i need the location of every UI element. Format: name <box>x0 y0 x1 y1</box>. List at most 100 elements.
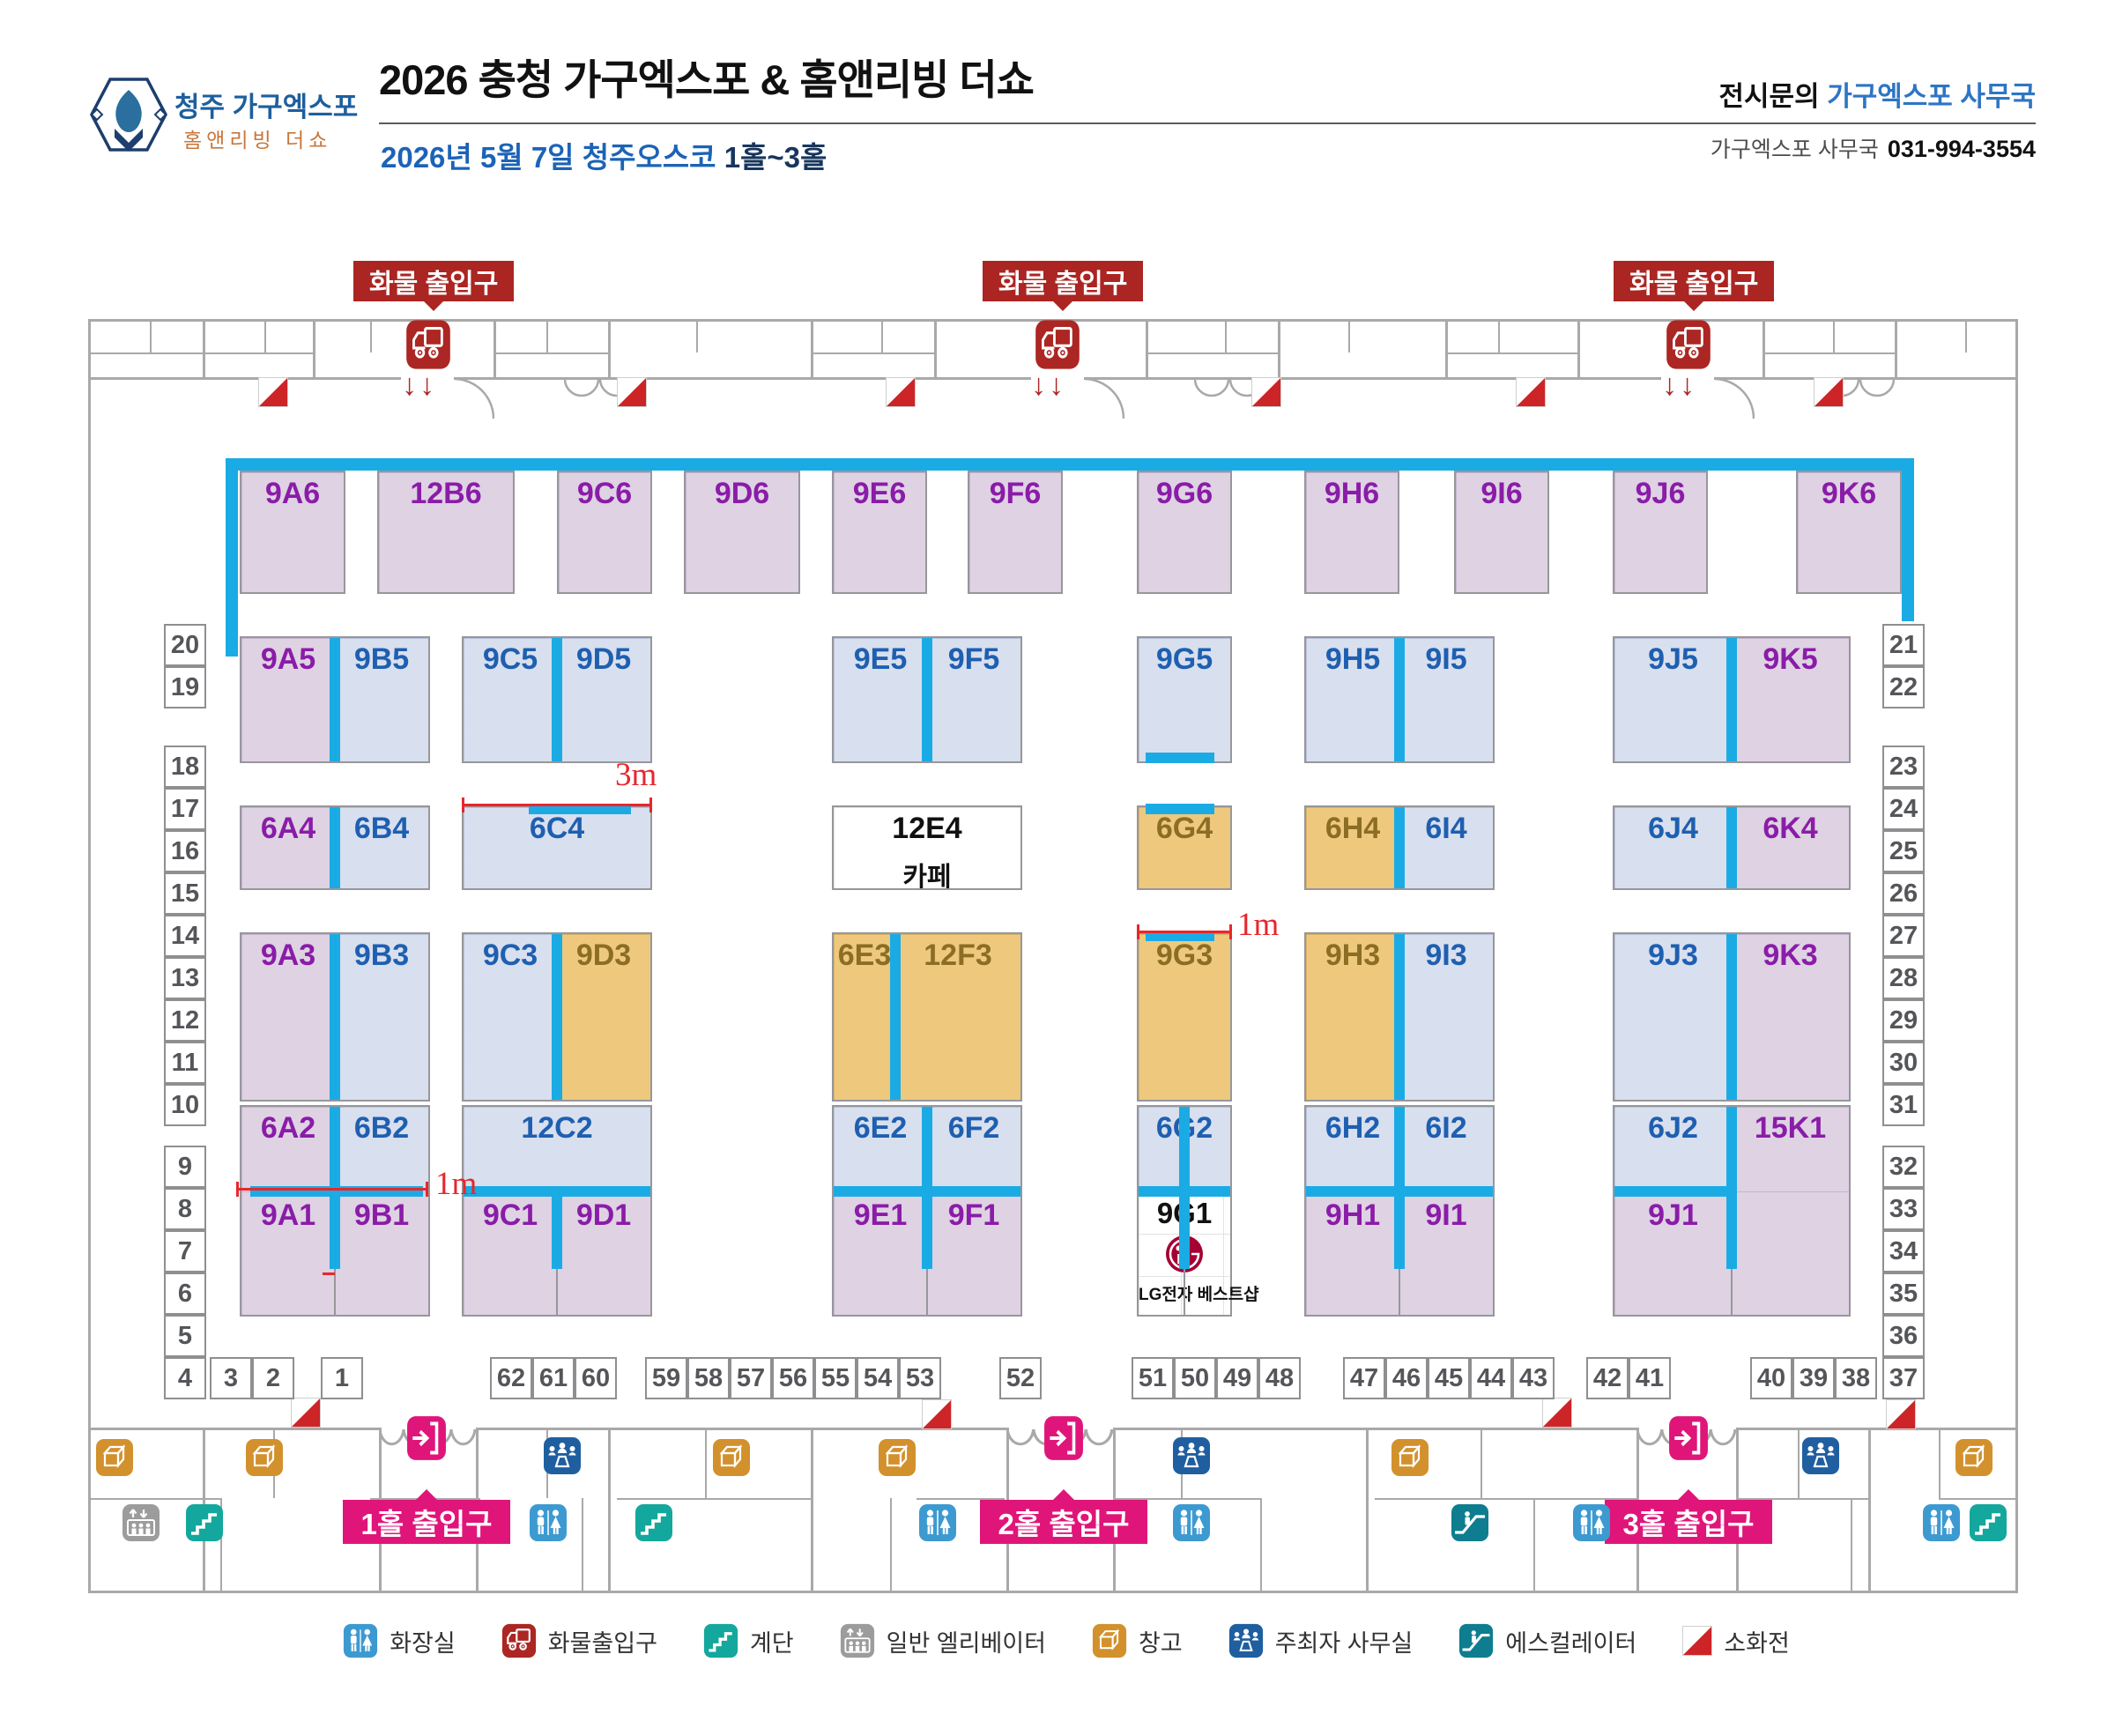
perimeter-booth-60[interactable]: 60 <box>575 1357 617 1399</box>
perimeter-booth-62[interactable]: 62 <box>490 1357 532 1399</box>
perimeter-booth-5[interactable]: 5 <box>164 1315 206 1357</box>
booth-9B3[interactable]: 9B3 <box>335 934 428 1100</box>
booth-9I1[interactable]: 9I1 <box>1399 1191 1493 1315</box>
perimeter-booth-31[interactable]: 31 <box>1882 1084 1925 1126</box>
booth-9D5[interactable]: 9D5 <box>557 638 650 761</box>
perimeter-booth-19[interactable]: 19 <box>164 666 206 708</box>
perimeter-booth-45[interactable]: 45 <box>1428 1357 1470 1399</box>
perimeter-booth-29[interactable]: 29 <box>1882 999 1925 1042</box>
booth-6I2[interactable]: 6I2 <box>1399 1107 1493 1191</box>
booth-9B1[interactable]: 9B1 <box>335 1191 428 1315</box>
booth-9K5[interactable]: 9K5 <box>1732 638 1849 761</box>
perimeter-booth-55[interactable]: 55 <box>814 1357 857 1399</box>
perimeter-booth-25[interactable]: 25 <box>1882 830 1925 872</box>
perimeter-booth-40[interactable]: 40 <box>1750 1357 1792 1399</box>
booth-9H1[interactable]: 9H1 <box>1306 1191 1399 1315</box>
perimeter-booth-12[interactable]: 12 <box>164 999 206 1042</box>
booth-6H4[interactable]: 6H4 <box>1306 807 1399 888</box>
perimeter-booth-24[interactable]: 24 <box>1882 788 1925 830</box>
perimeter-booth-30[interactable]: 30 <box>1882 1042 1925 1084</box>
perimeter-booth-36[interactable]: 36 <box>1882 1315 1925 1357</box>
perimeter-booth-16[interactable]: 16 <box>164 830 206 872</box>
booth-12F3[interactable]: 12F3 <box>895 934 1020 1100</box>
perimeter-booth-13[interactable]: 13 <box>164 957 206 999</box>
booth-6A4[interactable]: 6A4 <box>241 807 335 888</box>
booth-12E4[interactable]: 12E4 <box>834 807 1020 888</box>
booth-6K4[interactable]: 6K4 <box>1732 807 1849 888</box>
booth-9F6[interactable]: 9F6 <box>968 471 1063 594</box>
booth-9A1[interactable]: 9A1 <box>241 1191 335 1315</box>
perimeter-booth-39[interactable]: 39 <box>1792 1357 1835 1399</box>
booth-9A6[interactable]: 9A6 <box>240 471 345 594</box>
booth-9E5[interactable]: 9E5 <box>834 638 927 761</box>
perimeter-booth-57[interactable]: 57 <box>730 1357 772 1399</box>
perimeter-booth-14[interactable]: 14 <box>164 915 206 957</box>
booth-9E1[interactable]: 9E1 <box>834 1191 927 1315</box>
perimeter-booth-10[interactable]: 10 <box>164 1084 206 1126</box>
perimeter-booth-34[interactable]: 34 <box>1882 1230 1925 1272</box>
booth-9I6[interactable]: 9I6 <box>1454 471 1549 594</box>
booth-9I5[interactable]: 9I5 <box>1399 638 1493 761</box>
perimeter-booth-38[interactable]: 38 <box>1835 1357 1877 1399</box>
perimeter-booth-3[interactable]: 3 <box>210 1357 252 1399</box>
perimeter-booth-28[interactable]: 28 <box>1882 957 1925 999</box>
booth-9E6[interactable]: 9E6 <box>832 471 927 594</box>
booth-6C4[interactable]: 6C4 <box>464 807 650 888</box>
booth-9F5[interactable]: 9F5 <box>927 638 1020 761</box>
perimeter-booth-20[interactable]: 20 <box>164 624 206 666</box>
perimeter-booth-18[interactable]: 18 <box>164 746 206 788</box>
booth-9C1[interactable]: 9C1 <box>464 1191 557 1315</box>
perimeter-booth-54[interactable]: 54 <box>857 1357 899 1399</box>
booth-12B6[interactable]: 12B6 <box>377 471 515 594</box>
booth-9J6[interactable]: 9J6 <box>1613 471 1708 594</box>
booth-9J1[interactable]: 9J1 <box>1614 1191 1732 1315</box>
perimeter-booth-49[interactable]: 49 <box>1216 1357 1258 1399</box>
booth-9J3[interactable]: 9J3 <box>1614 934 1732 1100</box>
booth-6J4[interactable]: 6J4 <box>1614 807 1732 888</box>
perimeter-booth-26[interactable]: 26 <box>1882 872 1925 915</box>
perimeter-booth-35[interactable]: 35 <box>1882 1272 1925 1315</box>
booth-9B5[interactable]: 9B5 <box>335 638 428 761</box>
perimeter-booth-41[interactable]: 41 <box>1629 1357 1671 1399</box>
booth-9K3[interactable]: 9K3 <box>1732 934 1849 1100</box>
perimeter-booth-58[interactable]: 58 <box>687 1357 730 1399</box>
booth-9H3[interactable]: 9H3 <box>1306 934 1399 1100</box>
booth-9G3[interactable]: 9G3 <box>1139 934 1230 1100</box>
perimeter-booth-27[interactable]: 27 <box>1882 915 1925 957</box>
perimeter-booth-17[interactable]: 17 <box>164 788 206 830</box>
booth-9A3[interactable]: 9A3 <box>241 934 335 1100</box>
perimeter-booth-4[interactable]: 4 <box>164 1357 206 1399</box>
booth-9H5[interactable]: 9H5 <box>1306 638 1399 761</box>
booth-6E2[interactable]: 6E2 <box>834 1107 927 1191</box>
booth-6E3[interactable]: 6E3 <box>834 934 895 1100</box>
booth-9C3[interactable]: 9C3 <box>464 934 557 1100</box>
booth-6G4[interactable]: 6G4 <box>1139 807 1230 888</box>
booth-6B2[interactable]: 6B2 <box>335 1107 428 1191</box>
perimeter-booth-61[interactable]: 61 <box>532 1357 575 1399</box>
perimeter-booth-23[interactable]: 23 <box>1882 746 1925 788</box>
perimeter-booth-6[interactable]: 6 <box>164 1272 206 1315</box>
booth-6A2[interactable]: 6A2 <box>241 1107 335 1191</box>
booth-6B4[interactable]: 6B4 <box>335 807 428 888</box>
perimeter-booth-11[interactable]: 11 <box>164 1042 206 1084</box>
perimeter-booth-53[interactable]: 53 <box>899 1357 941 1399</box>
booth-9K6[interactable]: 9K6 <box>1796 471 1902 594</box>
perimeter-booth-7[interactable]: 7 <box>164 1230 206 1272</box>
booth-9J5[interactable]: 9J5 <box>1614 638 1732 761</box>
booth-9H6[interactable]: 9H6 <box>1304 471 1399 594</box>
perimeter-booth-59[interactable]: 59 <box>645 1357 687 1399</box>
booth-9I3[interactable]: 9I3 <box>1399 934 1493 1100</box>
booth-6I4[interactable]: 6I4 <box>1399 807 1493 888</box>
perimeter-booth-1[interactable]: 1 <box>321 1357 363 1399</box>
perimeter-booth-2[interactable]: 2 <box>252 1357 294 1399</box>
booth-6J2[interactable]: 6J2 <box>1614 1107 1732 1191</box>
perimeter-booth-44[interactable]: 44 <box>1470 1357 1512 1399</box>
perimeter-booth-15[interactable]: 15 <box>164 872 206 915</box>
perimeter-booth-33[interactable]: 33 <box>1882 1188 1925 1230</box>
booth-15K1[interactable]: 15K1 <box>1732 1107 1849 1191</box>
perimeter-booth-32[interactable]: 32 <box>1882 1146 1925 1188</box>
perimeter-booth-50[interactable]: 50 <box>1174 1357 1216 1399</box>
booth-9F1[interactable]: 9F1 <box>927 1191 1020 1315</box>
perimeter-booth-42[interactable]: 42 <box>1586 1357 1629 1399</box>
perimeter-booth-56[interactable]: 56 <box>772 1357 814 1399</box>
